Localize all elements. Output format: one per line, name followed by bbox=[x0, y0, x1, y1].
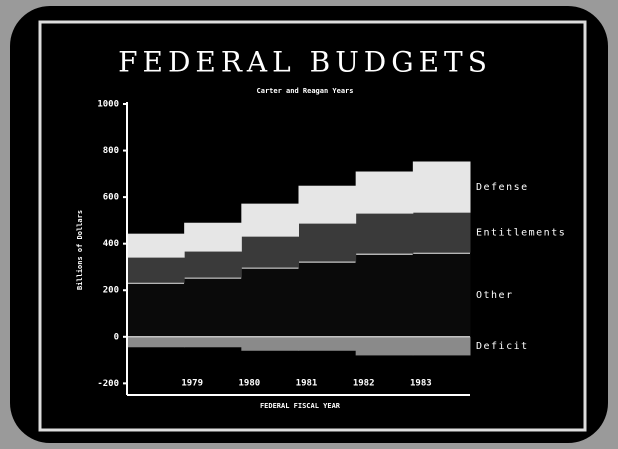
x-tick-label: 1982 bbox=[353, 379, 375, 389]
x-tick-label: 1983 bbox=[410, 379, 432, 389]
legend-label: Defense bbox=[476, 182, 529, 193]
step-segment bbox=[127, 257, 185, 283]
y-tick-label: 200 bbox=[103, 286, 119, 296]
step-segment bbox=[412, 212, 471, 253]
step-segment bbox=[241, 267, 299, 337]
step-segment bbox=[241, 336, 299, 351]
y-tick-label: 400 bbox=[103, 239, 119, 249]
step-segment bbox=[355, 171, 414, 214]
legend-label: Other bbox=[476, 290, 514, 301]
y-tick-label: 800 bbox=[103, 146, 119, 156]
step-segment bbox=[127, 282, 185, 337]
step-segment bbox=[355, 213, 414, 254]
step-segment bbox=[241, 236, 299, 268]
step-segment bbox=[298, 223, 357, 262]
legend-label: Deficit bbox=[476, 341, 529, 352]
frame bbox=[38, 20, 587, 432]
y-tick-label: 600 bbox=[103, 193, 119, 203]
step-segment bbox=[298, 336, 357, 351]
step-segment bbox=[127, 336, 185, 348]
y-tick-label: 1000 bbox=[97, 100, 119, 110]
y-axis-label: Billions of Dollars bbox=[76, 210, 84, 290]
x-tick-label: 1980 bbox=[238, 379, 260, 389]
y-tick-label: 0 bbox=[114, 332, 119, 342]
step-segment bbox=[298, 261, 357, 337]
step-segment bbox=[412, 161, 471, 213]
step-segment bbox=[241, 203, 299, 237]
step-segment bbox=[127, 233, 185, 258]
x-tick-label: 1979 bbox=[181, 379, 203, 389]
legend-label: Entitlements bbox=[476, 228, 566, 239]
step-segment bbox=[355, 253, 414, 337]
step-segment bbox=[184, 251, 242, 278]
step-segment bbox=[412, 252, 471, 337]
y-tick-label: -200 bbox=[97, 379, 119, 389]
x-tick-label: 1981 bbox=[296, 379, 318, 389]
step-segment bbox=[184, 336, 242, 348]
step-segment bbox=[184, 277, 242, 337]
chart-subtitle: Carter and Reagan Years bbox=[257, 87, 354, 95]
step-segment bbox=[355, 336, 414, 356]
step-segment bbox=[184, 222, 242, 252]
step-segment bbox=[298, 185, 357, 224]
chart-title: FEDERAL BUDGETS bbox=[118, 46, 492, 79]
x-axis-label: FEDERAL FISCAL YEAR bbox=[260, 402, 341, 410]
step-segment bbox=[412, 336, 471, 356]
